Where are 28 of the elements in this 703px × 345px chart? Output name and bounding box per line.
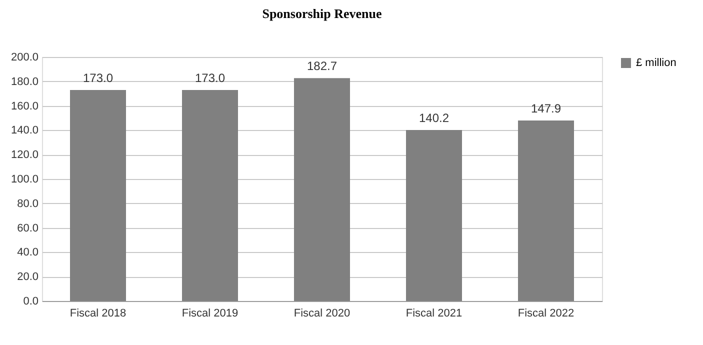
y-tick-label: 0.0	[23, 296, 38, 308]
x-tick-label: Fiscal 2020	[294, 308, 350, 320]
x-tick-label: Fiscal 2022	[518, 308, 574, 320]
chart-title: Sponsorship Revenue	[262, 6, 382, 21]
y-tick-label: 100.0	[10, 174, 38, 186]
y-tick-label: 20.0	[17, 271, 38, 284]
text: 173.0	[82, 70, 114, 85]
y-tick-label: 180.0	[10, 76, 38, 88]
y-tick-label: 120.0	[10, 149, 38, 162]
text: 147.9	[530, 102, 562, 116]
text: 173.0	[194, 70, 226, 85]
y-tick-label: 200.0	[10, 52, 38, 64]
text: 182.7	[306, 59, 338, 74]
x-tick-label: Fiscal 2019	[182, 308, 238, 320]
y-tick-label: 80.0	[17, 198, 38, 210]
y-tick-label: 40.0	[17, 246, 38, 259]
y-tick-label: 160.0	[10, 100, 38, 112]
bar	[294, 78, 350, 301]
bar	[182, 90, 238, 301]
x-tick-label: Fiscal 2021	[406, 308, 462, 320]
bar	[70, 90, 126, 301]
bar	[406, 130, 462, 301]
y-tick-label: 60.0	[17, 222, 38, 234]
bar	[518, 120, 574, 301]
y-tick-label: 140.0	[10, 124, 38, 137]
text: 140.2	[418, 110, 450, 125]
legend-label: £ million	[636, 57, 676, 69]
x-tick-label: Fiscal 2018	[70, 308, 126, 320]
